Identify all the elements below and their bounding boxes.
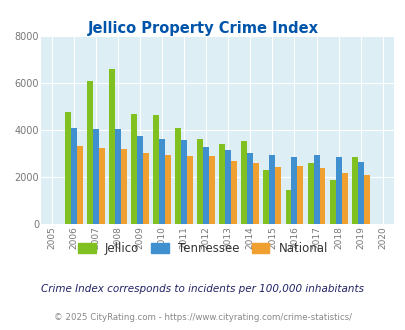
Bar [143, 153, 149, 224]
Bar [341, 173, 347, 224]
Bar [181, 140, 187, 224]
Bar [87, 81, 93, 224]
Bar [131, 114, 136, 224]
Bar [159, 139, 164, 224]
Bar [307, 163, 313, 224]
Bar [70, 128, 77, 224]
Legend: Jellico, Tennessee, National: Jellico, Tennessee, National [73, 237, 332, 260]
Bar [329, 180, 335, 224]
Bar [275, 167, 281, 224]
Bar [115, 129, 121, 224]
Bar [285, 190, 291, 224]
Bar [351, 157, 357, 224]
Bar [363, 175, 369, 224]
Bar [121, 149, 126, 224]
Bar [219, 145, 225, 224]
Bar [153, 115, 159, 224]
Bar [164, 155, 171, 224]
Bar [65, 112, 70, 224]
Bar [357, 162, 363, 224]
Bar [225, 150, 231, 224]
Bar [109, 69, 115, 224]
Bar [197, 139, 202, 224]
Text: Jellico Property Crime Index: Jellico Property Crime Index [87, 21, 318, 36]
Bar [269, 155, 275, 224]
Text: Crime Index corresponds to incidents per 100,000 inhabitants: Crime Index corresponds to incidents per… [41, 284, 364, 294]
Bar [187, 156, 192, 224]
Bar [93, 129, 98, 224]
Bar [247, 153, 253, 224]
Text: © 2025 CityRating.com - https://www.cityrating.com/crime-statistics/: © 2025 CityRating.com - https://www.city… [54, 313, 351, 322]
Bar [291, 157, 297, 224]
Bar [175, 128, 181, 224]
Bar [297, 166, 303, 224]
Bar [98, 148, 104, 224]
Bar [241, 141, 247, 224]
Bar [136, 136, 143, 224]
Bar [77, 146, 83, 224]
Bar [253, 163, 259, 224]
Bar [231, 161, 237, 224]
Bar [263, 170, 269, 224]
Bar [209, 156, 215, 224]
Bar [335, 157, 341, 224]
Bar [202, 147, 209, 224]
Bar [319, 168, 325, 224]
Bar [313, 155, 319, 224]
